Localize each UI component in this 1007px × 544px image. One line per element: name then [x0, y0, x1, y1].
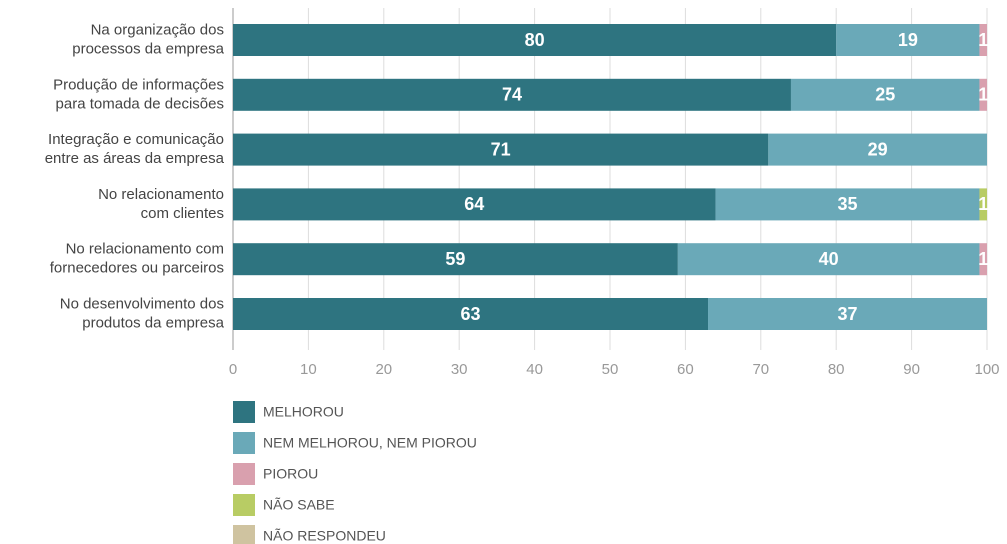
legend-label: PIOROU — [263, 466, 318, 482]
category-label: No relacionamento — [98, 186, 224, 203]
data-label: 29 — [868, 139, 888, 159]
category-label: Na organização dos — [91, 21, 224, 38]
bar-segment — [233, 133, 769, 166]
bar-segment — [979, 24, 987, 56]
data-label: 64 — [464, 194, 484, 214]
category-label: entre as áreas da empresa — [45, 150, 225, 167]
category-label: Produção de informações — [53, 76, 224, 93]
data-label: 1 — [978, 85, 988, 105]
category-label: para tomada de decisões — [56, 95, 224, 112]
legend-label: NÃO RESPONDEU — [263, 528, 386, 544]
x-tick-label: 40 — [526, 361, 543, 378]
legend-label: NEM MELHOROU, NEM PIOROU — [263, 435, 477, 451]
legend-swatch — [233, 463, 255, 485]
data-label: 1 — [978, 194, 988, 214]
data-label: 71 — [491, 139, 511, 159]
category-label: fornecedores ou parceiros — [50, 260, 224, 277]
bar-segment — [708, 298, 987, 330]
category-label: Integração e comunicação — [48, 131, 224, 148]
data-label: 35 — [837, 194, 857, 214]
bar-segment — [233, 243, 678, 276]
bar-segment — [715, 188, 980, 221]
data-label: 25 — [875, 85, 895, 105]
x-tick-label: 0 — [229, 361, 237, 378]
bar-segment — [768, 133, 987, 166]
x-tick-label: 80 — [828, 361, 845, 378]
x-tick-label: 100 — [974, 361, 999, 378]
x-tick-label: 50 — [602, 361, 619, 378]
legend-swatch — [233, 432, 255, 454]
data-label: 1 — [978, 30, 988, 50]
bar-segment — [233, 298, 709, 330]
x-tick-label: 90 — [903, 361, 920, 378]
bar-segment — [677, 243, 980, 276]
data-label: 1 — [978, 249, 988, 269]
bar-segment — [979, 78, 987, 111]
category-label: No relacionamento com — [66, 241, 224, 258]
x-tick-label: 10 — [300, 361, 317, 378]
bar-segment — [836, 24, 980, 56]
legend-label: MELHOROU — [263, 404, 344, 420]
data-label: 40 — [819, 249, 839, 269]
data-label: 59 — [445, 249, 465, 269]
legend-swatch — [233, 401, 255, 423]
x-tick-label: 60 — [677, 361, 694, 378]
legend-label: NÃO SABE — [263, 497, 335, 513]
legend-swatch — [233, 525, 255, 544]
bar-segment — [979, 243, 987, 276]
bar-segment — [233, 24, 837, 56]
category-label: com clientes — [141, 205, 224, 222]
bar-segment — [979, 188, 987, 221]
category-label: No desenvolvimento dos — [60, 295, 224, 312]
data-label: 19 — [898, 30, 918, 50]
data-label: 74 — [502, 85, 522, 105]
data-label: 63 — [460, 304, 480, 324]
x-tick-label: 20 — [375, 361, 392, 378]
bar-segment — [233, 78, 791, 111]
data-label: 37 — [837, 304, 857, 324]
x-tick-label: 30 — [451, 361, 468, 378]
data-label: 80 — [525, 30, 545, 50]
bar-segment — [790, 78, 980, 111]
legend-swatch — [233, 494, 255, 516]
category-label: produtos da empresa — [82, 314, 224, 331]
bar-segment — [233, 188, 716, 221]
x-tick-label: 70 — [752, 361, 769, 378]
category-label: processos da empresa — [72, 40, 224, 57]
